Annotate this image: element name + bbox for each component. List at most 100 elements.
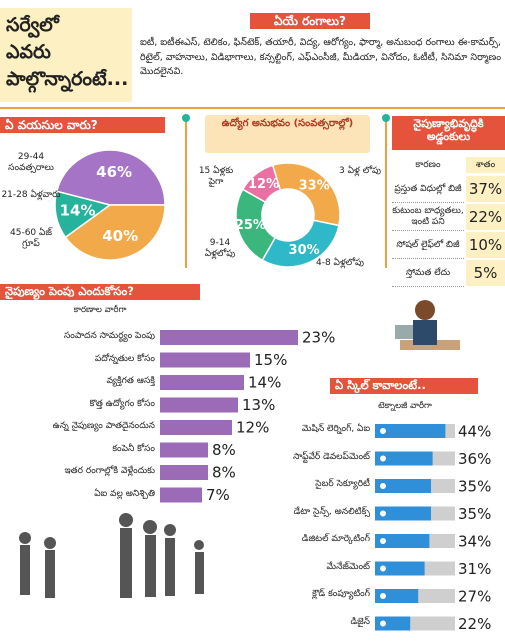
value-label: 44% (458, 423, 491, 441)
divider-dot (182, 114, 190, 122)
value-label: 31% (458, 560, 491, 578)
category-label: 45-60 ఏజ్ గ్రూప్ (10, 228, 52, 249)
divider-dot (382, 114, 390, 122)
bar-dot (380, 455, 386, 462)
value-label: 34% (458, 533, 491, 551)
chart-title: నైపుణ్యం పెంపు ఎందుకోసం? (0, 284, 200, 300)
bar (375, 534, 430, 548)
category-label: 15 ఏళ్లకు పైగా (198, 166, 234, 187)
category-label: సాఫ్ట్‌వేర్ డెవలప్‌మెంట్ (293, 451, 370, 462)
silhouettes (19, 513, 204, 598)
title-panel (0, 8, 132, 102)
chart-title: ఉద్యోగ అనుభవం (సంవత్సరాల్లో) (221, 118, 354, 129)
chart-title: ఏ వయసుల వారు? (0, 117, 165, 134)
value-label: 12% (236, 419, 269, 437)
category-label: క్లౌడ్ కంప్యూటింగ్ (312, 589, 370, 599)
value-label: 22% (458, 615, 491, 633)
bar (375, 451, 433, 466)
category-label: డిజిటల్ మార్కెటింగ్ (301, 534, 370, 544)
slice (271, 162, 341, 227)
category-label: 29-44 సంవత్సరాలు (8, 152, 54, 173)
category-label: 3 ఏళ్ల లోపు (339, 166, 381, 176)
value-label: 35% (458, 478, 491, 496)
slice (261, 219, 340, 268)
bar (160, 375, 244, 390)
donut-title-box (205, 115, 370, 153)
table-header: శాతం (466, 157, 505, 173)
value-label: 14% (60, 202, 96, 220)
bar-dot (380, 428, 386, 434)
value-label: 27% (458, 588, 491, 606)
title-line: సర్వేలో (6, 14, 59, 36)
value-label: 35% (458, 505, 491, 523)
value-label: 14% (248, 374, 281, 392)
category-label: ఉన్న నైపుణ్యం పాతదైనందున (52, 421, 155, 431)
bar (160, 465, 208, 480)
bar (160, 420, 232, 435)
table-header: కారణం (415, 160, 441, 170)
table-cell: 22% (466, 204, 505, 230)
chart-subtitle: కారణాల వారీగా (73, 305, 127, 315)
bar (160, 397, 238, 413)
bar (375, 424, 446, 438)
value-label: 36% (458, 450, 491, 468)
bar (375, 479, 431, 493)
bar (375, 616, 411, 631)
bar (160, 352, 250, 368)
category-label: కొత్త ఉద్యోగం కోసం (89, 398, 155, 409)
category-label: 21-28 ఏళ్లవారు (1, 190, 61, 200)
table-cell: 37% (466, 176, 505, 202)
title-line: ఎవరు (6, 41, 51, 63)
table-cell: స్తోమత లేదు (392, 260, 464, 287)
category-label: 4-8 ఏళ్లలోపు (316, 258, 365, 268)
value-label: 7% (206, 486, 230, 504)
table-cell: 5% (466, 260, 505, 286)
bar-dot (380, 510, 386, 517)
table-cell: ప్రస్తుత విధుల్లో బిజీ (392, 176, 464, 203)
slice (55, 149, 166, 206)
bar (375, 589, 419, 603)
bar (160, 487, 202, 503)
value-label: 23% (302, 329, 335, 347)
value-label: 33% (299, 179, 330, 194)
category-label: ఏఐ వల్ల అనిశ్చితి (94, 488, 155, 499)
value-label: 13% (242, 396, 275, 414)
category-label: వ్యక్తిగత ఆసక్తి (106, 376, 155, 386)
bar (160, 330, 298, 345)
industries-title: ఏయే రంగాలు? (250, 13, 370, 30)
value-label: 8% (212, 441, 236, 459)
bar (160, 442, 208, 458)
table-cell: కుటుంబ బాధ్యతలు, ఇంటి పని (392, 204, 464, 231)
bar-dot (380, 483, 386, 489)
category-label: సంపాదన సామర్థ్యం పెంపు (63, 331, 155, 341)
bar-dot (380, 538, 386, 544)
value-label: 12% (248, 177, 279, 192)
title-line: పాల్గొన్నారంటే... (6, 68, 129, 90)
category-label: మేనేజ్‌మెంట్ (326, 561, 370, 572)
chart-subtitle: టెక్నాలజీ వారీగా (378, 401, 432, 411)
table-cell: 10% (466, 232, 505, 258)
category-label: డేటా సైన్స్, అనలిటిక్స్ (293, 506, 370, 517)
value-label: 15% (254, 351, 287, 369)
value-label: 8% (212, 464, 236, 482)
slice (64, 204, 166, 261)
bar (375, 561, 425, 576)
value-label: 46% (96, 163, 132, 181)
industries-text: ఐటీ, ఐటీఈఎస్, టెలికం, ఫిన్‌టెక్, తయారీ, … (140, 37, 502, 78)
category-label: పదోన్నతుల కోసం (94, 353, 155, 364)
bar-dot (380, 620, 386, 627)
table-title: నైపుణ్యాభివృద్ధికి అడ్డంకులు (392, 116, 505, 150)
value-label: 30% (289, 243, 320, 258)
value-label: 25% (235, 218, 266, 233)
bar-dot (380, 593, 386, 599)
category-label: డిజైన్ (350, 616, 370, 627)
category-label: ఇతర రంగాల్లోకి వెళ్లేందుకు (64, 466, 155, 476)
category-label: కంపెనీ కోసం (112, 443, 155, 454)
category-label: సైబర్ సెక్యూరిటీ (315, 479, 370, 489)
category-label: మెషిన్ లెర్నింగ్, ఏఐ (301, 424, 370, 434)
category-label: 9-14 ఏళ్లలోపు (204, 238, 236, 259)
person-illustration (395, 300, 460, 350)
slice (241, 164, 282, 204)
